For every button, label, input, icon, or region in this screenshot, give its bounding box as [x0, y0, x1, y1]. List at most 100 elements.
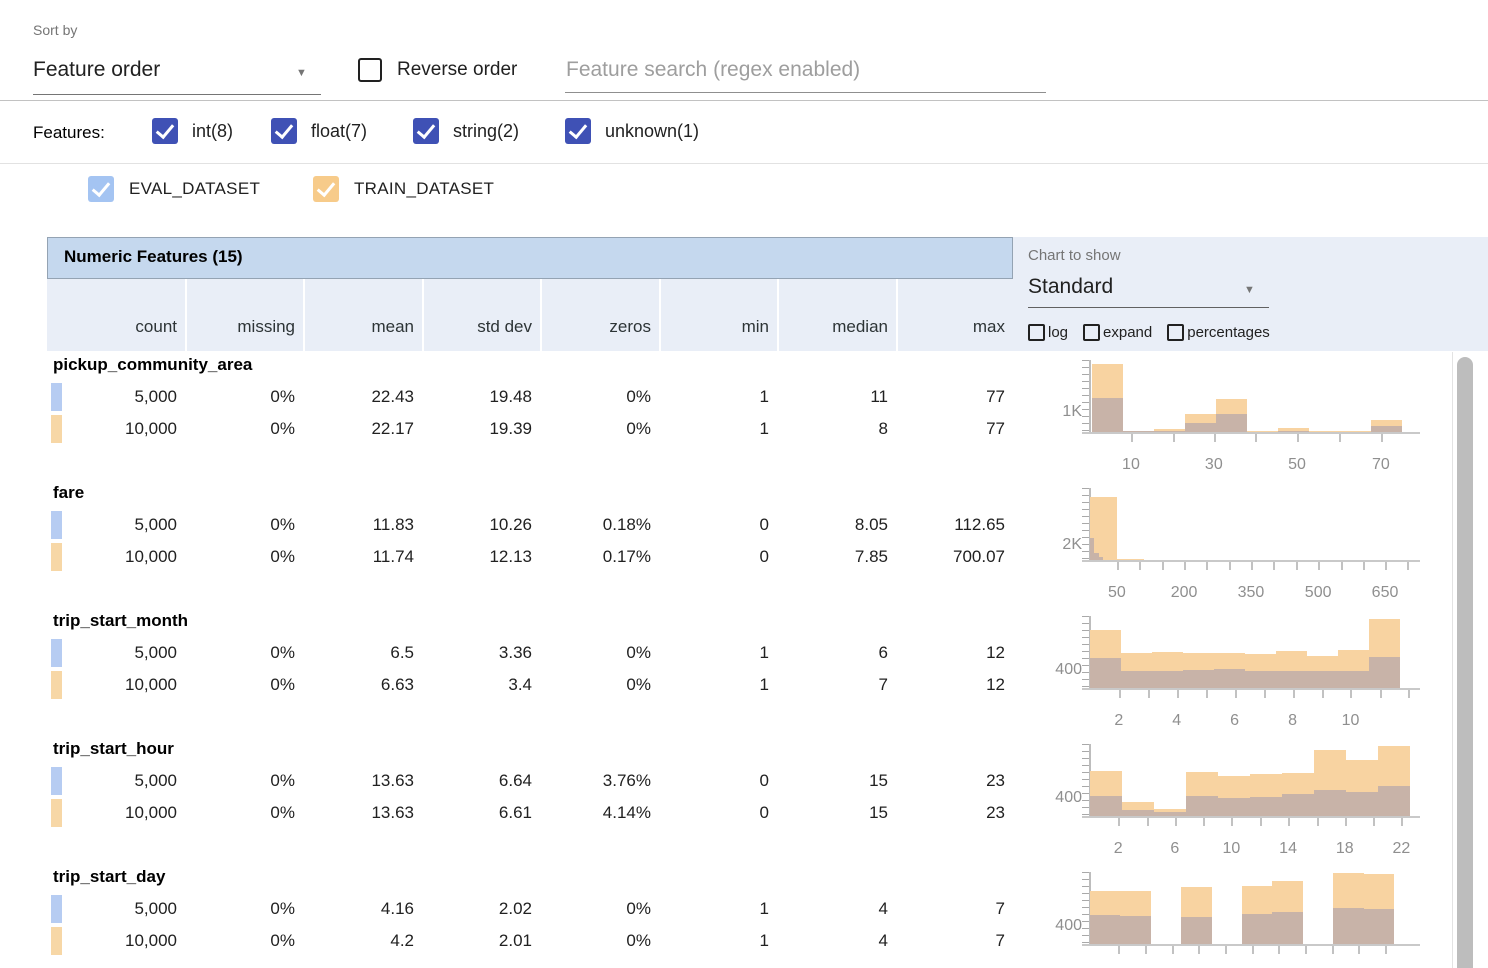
feature-name: pickup_community_area: [53, 354, 252, 376]
cell-count: 5,000: [47, 771, 177, 791]
cell-max: 12: [896, 643, 1005, 663]
cell-zeros: 0%: [540, 643, 651, 663]
cell-median: 7: [777, 675, 888, 695]
scrollbar-track: [1452, 352, 1453, 968]
filter-checkbox-string[interactable]: [413, 118, 439, 144]
x-axis-tick: [1173, 434, 1175, 442]
cell-min: 1: [659, 899, 769, 919]
cell-min: 0: [659, 515, 769, 535]
cell-zeros: 3.76%: [540, 771, 651, 791]
bar-eval-overlap: [1120, 916, 1150, 944]
cell-missing: 0%: [185, 515, 295, 535]
x-axis-tick-label: 200: [1160, 584, 1208, 602]
filter-label-unknown: unknown(1): [605, 121, 699, 142]
cell-missing: 0%: [185, 419, 295, 439]
bar-eval-overlap: [1090, 915, 1120, 944]
filter-checkbox-int[interactable]: [152, 118, 178, 144]
bar-eval-overlap: [1181, 917, 1211, 944]
cell-zeros: 4.14%: [540, 803, 651, 823]
divider: [0, 100, 1488, 101]
x-axis-tick: [1317, 818, 1319, 826]
search-input[interactable]: Feature search (regex enabled): [565, 48, 1046, 92]
x-axis-tick: [1407, 562, 1409, 570]
x-axis-tick: [1203, 818, 1205, 826]
filter-item-float: float(7): [271, 117, 367, 145]
cell-std-dev: 19.48: [422, 387, 532, 407]
bar-eval-overlap: [1338, 671, 1369, 688]
x-axis-tick: [1172, 946, 1174, 954]
scrollbar-thumb[interactable]: [1457, 357, 1473, 968]
histogram-plot: 246810: [1090, 616, 1410, 688]
cell-std-dev: 12.13: [422, 547, 532, 567]
search-underline: [565, 92, 1046, 93]
x-axis-tick: [1147, 818, 1149, 826]
cell-std-dev: 2.01: [422, 931, 532, 951]
x-axis-tick-label: 350: [1227, 584, 1275, 602]
cell-mean: 22.17: [303, 419, 414, 439]
cell-median: 15: [777, 771, 888, 791]
x-axis-tick: [1297, 434, 1299, 442]
bar-eval-overlap: [1364, 909, 1394, 944]
cell-min: 1: [659, 675, 769, 695]
cell-count: 10,000: [47, 931, 177, 951]
filter-checkbox-unknown[interactable]: [565, 118, 591, 144]
chevron-down-icon[interactable]: ▼: [296, 67, 307, 79]
sort-by-select[interactable]: Feature order: [33, 58, 160, 82]
x-axis-line: [1082, 688, 1420, 690]
bar-eval-overlap: [1272, 912, 1302, 944]
chart-type-select[interactable]: Standard: [1028, 275, 1113, 299]
cell-min: 0: [659, 547, 769, 567]
column-header-min: min: [659, 279, 777, 351]
cell-std-dev: 3.4: [422, 675, 532, 695]
histogram-plot: [1090, 872, 1410, 944]
cell-count: 10,000: [47, 803, 177, 823]
cell-median: 4: [777, 931, 888, 951]
chart-option-checkbox-log[interactable]: [1028, 324, 1045, 341]
cell-zeros: 0%: [540, 419, 651, 439]
sort-by-underline: [33, 94, 321, 95]
x-axis-line: [1082, 816, 1420, 818]
cell-missing: 0%: [185, 931, 295, 951]
x-axis-tick-label: 650: [1361, 584, 1409, 602]
chevron-down-icon[interactable]: ▼: [1244, 284, 1255, 296]
cell-mean: 11.83: [303, 515, 414, 535]
chart-option-checkbox-expand[interactable]: [1083, 324, 1100, 341]
x-axis-tick: [1350, 690, 1352, 698]
x-axis-tick-label: 8: [1269, 712, 1317, 730]
cell-max: 12: [896, 675, 1005, 695]
cell-mean: 13.63: [303, 771, 414, 791]
feature-name: trip_start_hour: [53, 738, 174, 760]
x-axis-tick: [1175, 818, 1177, 826]
cell-zeros: 0.18%: [540, 515, 651, 535]
cell-missing: 0%: [185, 771, 295, 791]
chart-option-label-percentages: percentages: [1187, 324, 1270, 341]
chart-option-expand: expand: [1083, 324, 1152, 341]
x-axis-tick: [1363, 562, 1365, 570]
cell-median: 15: [777, 803, 888, 823]
bar-eval-overlap: [1333, 908, 1363, 944]
x-axis-tick: [1119, 690, 1121, 698]
dataset-checkbox-eval_dataset[interactable]: [88, 176, 114, 202]
cell-count: 10,000: [47, 419, 177, 439]
cell-missing: 0%: [185, 803, 295, 823]
feature-name: fare: [53, 482, 84, 504]
reverse-order-checkbox[interactable]: [358, 58, 382, 82]
x-axis-tick-label: 6: [1151, 840, 1199, 858]
x-axis-tick: [1373, 818, 1375, 826]
x-axis-tick: [1385, 946, 1387, 954]
cell-missing: 0%: [185, 387, 295, 407]
x-axis-tick: [1345, 818, 1347, 826]
x-axis-tick: [1341, 562, 1343, 570]
x-axis-tick: [1273, 562, 1275, 570]
dataset-checkbox-train_dataset[interactable]: [313, 176, 339, 202]
x-axis-tick: [1229, 562, 1231, 570]
filter-checkbox-float[interactable]: [271, 118, 297, 144]
x-axis-tick: [1288, 818, 1290, 826]
x-axis-tick-label: 10: [1207, 840, 1255, 858]
cell-min: 0: [659, 803, 769, 823]
cell-median: 8.05: [777, 515, 888, 535]
x-axis-tick: [1278, 946, 1280, 954]
x-axis-tick: [1131, 434, 1133, 442]
cell-max: 77: [896, 387, 1005, 407]
chart-option-checkbox-percentages[interactable]: [1167, 324, 1184, 341]
